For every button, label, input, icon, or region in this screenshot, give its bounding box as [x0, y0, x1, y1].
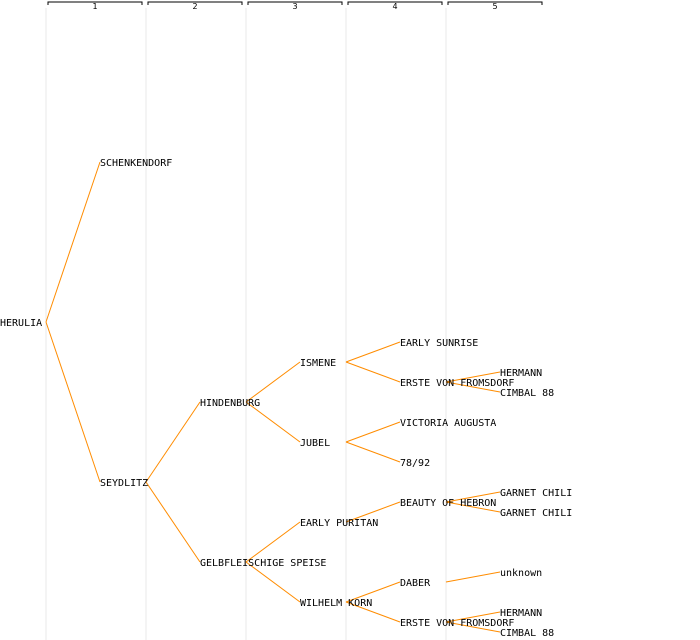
edge-seydlitz-to-gelbfleischige — [145, 481, 201, 563]
edge-daber-to-unknown — [445, 571, 501, 583]
node-label-hermann-2: HERMANN — [500, 608, 542, 619]
edge-hindenburg-to-ismene — [245, 361, 301, 403]
edge-beauty-of-hebron-to-garnet-chili-1 — [445, 491, 501, 503]
edge-wilhelm-korn-to-erste-von-fromsdorf-2 — [345, 601, 401, 623]
generation-label-5: 5 — [492, 2, 497, 11]
edge-hindenburg-to-jubel — [245, 401, 301, 443]
node-label-hindenburg: HINDENBURG — [200, 398, 260, 409]
node-label-schenkendorf: SCHENKENDORF — [100, 158, 172, 169]
generation-column-guides — [45, 8, 447, 640]
generation-header: 1 2 3 4 5 — [47, 1, 543, 11]
generation-label-3: 3 — [292, 2, 297, 11]
node-label-beauty-of-hebron: BEAUTY OF HEBRON — [400, 498, 496, 509]
generation-label-2: 2 — [192, 2, 197, 11]
edge-herulia-to-schenkendorf — [45, 161, 101, 323]
generation-bracket-4 — [347, 1, 443, 5]
edge-jubel-to-n78-92 — [345, 441, 401, 463]
edge-erste-von-fromsdorf-1-to-hermann-1 — [445, 371, 501, 383]
pedigree-node-labels: HERULIA SCHENKENDORF SEYDLITZ HINDENBURG GEL… — [0, 158, 572, 639]
node-label-herulia: HERULIA — [0, 318, 42, 329]
edge-early-puritan-to-beauty-of-hebron — [345, 501, 401, 523]
node-label-erste-von-fromsdorf-2: ERSTE VON FROMSDORF — [400, 618, 514, 629]
node-label-garnet-chili-1: GARNET CHILI — [500, 488, 572, 499]
edge-beauty-of-hebron-to-garnet-chili-2 — [445, 501, 501, 513]
node-label-n78-92: 78/92 — [400, 458, 430, 469]
pedigree-edges — [45, 161, 501, 633]
generation-bracket-1 — [47, 1, 143, 5]
edge-jubel-to-victoria-augusta — [345, 421, 401, 443]
node-label-jubel: JUBEL — [300, 438, 330, 449]
node-label-ismene: ISMENE — [300, 358, 336, 369]
generation-label-1: 1 — [92, 2, 97, 11]
node-label-garnet-chili-2: GARNET CHILI — [500, 508, 572, 519]
node-label-unknown: unknown — [500, 568, 542, 579]
node-label-early-sunrise: EARLY SUNRISE — [400, 338, 478, 349]
node-label-erste-von-fromsdorf-1: ERSTE VON FROMSDORF — [400, 378, 514, 389]
node-label-cimbal-88-2: CIMBAL 88 — [500, 628, 554, 639]
node-label-cimbal-88-1: CIMBAL 88 — [500, 388, 554, 399]
generation-bracket-2 — [147, 1, 243, 5]
edge-gelbfleischige-to-wilhelm-korn — [245, 561, 301, 603]
generation-label-4: 4 — [392, 2, 397, 11]
edge-wilhelm-korn-to-daber — [345, 581, 401, 603]
generation-bracket-5 — [447, 1, 543, 5]
edge-ismene-to-erste-von-fromsdorf-1 — [345, 361, 401, 383]
node-label-victoria-augusta: VICTORIA AUGUSTA — [400, 418, 496, 429]
edge-erste-von-fromsdorf-1-to-cimbal-88-1 — [445, 381, 501, 393]
node-label-wilhelm-korn: WILHELM KORN — [300, 598, 372, 609]
edge-ismene-to-early-sunrise — [345, 341, 401, 363]
node-label-daber: DABER — [400, 578, 431, 589]
edge-gelbfleischige-to-early-puritan — [245, 521, 301, 563]
node-label-seydlitz: SEYDLITZ — [100, 478, 148, 489]
edge-seydlitz-to-hindenburg — [145, 401, 201, 483]
node-label-hermann-1: HERMANN — [500, 368, 542, 379]
generation-bracket-3 — [247, 1, 343, 5]
edge-erste-von-fromsdorf-2-to-hermann-2 — [445, 611, 501, 623]
edge-erste-von-fromsdorf-2-to-cimbal-88-2 — [445, 621, 501, 633]
edge-herulia-to-seydlitz — [45, 321, 101, 483]
node-label-early-puritan: EARLY PURITAN — [300, 518, 378, 529]
node-label-gelbfleischige: GELBFLEISCHIGE SPEISE — [200, 558, 326, 569]
